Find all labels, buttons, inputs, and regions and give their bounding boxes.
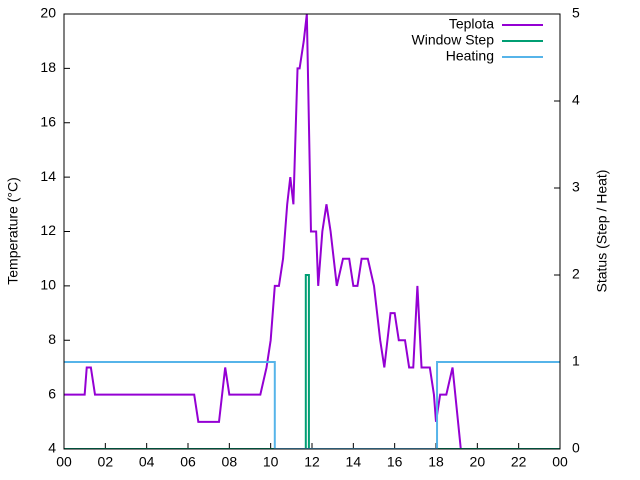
- series-line: [64, 361, 560, 449]
- x-tick-label: 10: [263, 454, 279, 470]
- x-tick-label: 22: [511, 454, 527, 470]
- y2-tick-label: 0: [572, 440, 580, 456]
- y-tick-label: 4: [48, 440, 56, 456]
- y-tick-label: 16: [40, 113, 56, 129]
- x-tick-label: 12: [304, 454, 320, 470]
- y2-tick-label: 4: [572, 92, 580, 108]
- plot-frame: [63, 13, 561, 450]
- y2-tick-label: 3: [572, 179, 580, 195]
- y-tick-label: 6: [48, 385, 56, 401]
- x-tick-label: 04: [139, 454, 155, 470]
- y-tick-label: 12: [40, 222, 56, 238]
- y-tick-label: 14: [40, 168, 56, 184]
- x-tick-label: 14: [346, 454, 362, 470]
- x-tick-label: 20: [470, 454, 486, 470]
- x-tick-label: 16: [387, 454, 403, 470]
- x-tick-label: 08: [222, 454, 238, 470]
- series-line: [64, 274, 560, 449]
- y2-axis-label: Status (Step / Heat): [594, 170, 610, 293]
- y2-tick-label: 5: [572, 5, 580, 21]
- y-tick-label: 8: [48, 331, 56, 347]
- legend-label: Teplota: [449, 16, 494, 32]
- x-tick-label: 06: [180, 454, 196, 470]
- y-tick-label: 18: [40, 59, 56, 75]
- x-tick-label: 00: [56, 454, 72, 470]
- x-tick-label: 18: [428, 454, 444, 470]
- y-tick-label: 10: [40, 277, 56, 293]
- y-tick-label: 20: [40, 5, 56, 21]
- legend-label: Window Step: [412, 32, 495, 48]
- series-line: [64, 14, 462, 449]
- x-tick-label: 02: [98, 454, 114, 470]
- y-axis-label: Temperature (°C): [5, 177, 21, 285]
- y2-tick-label: 2: [572, 266, 580, 282]
- y2-tick-label: 1: [572, 353, 580, 369]
- x-tick-label: 00: [552, 454, 568, 470]
- legend-label: Heating: [446, 48, 494, 64]
